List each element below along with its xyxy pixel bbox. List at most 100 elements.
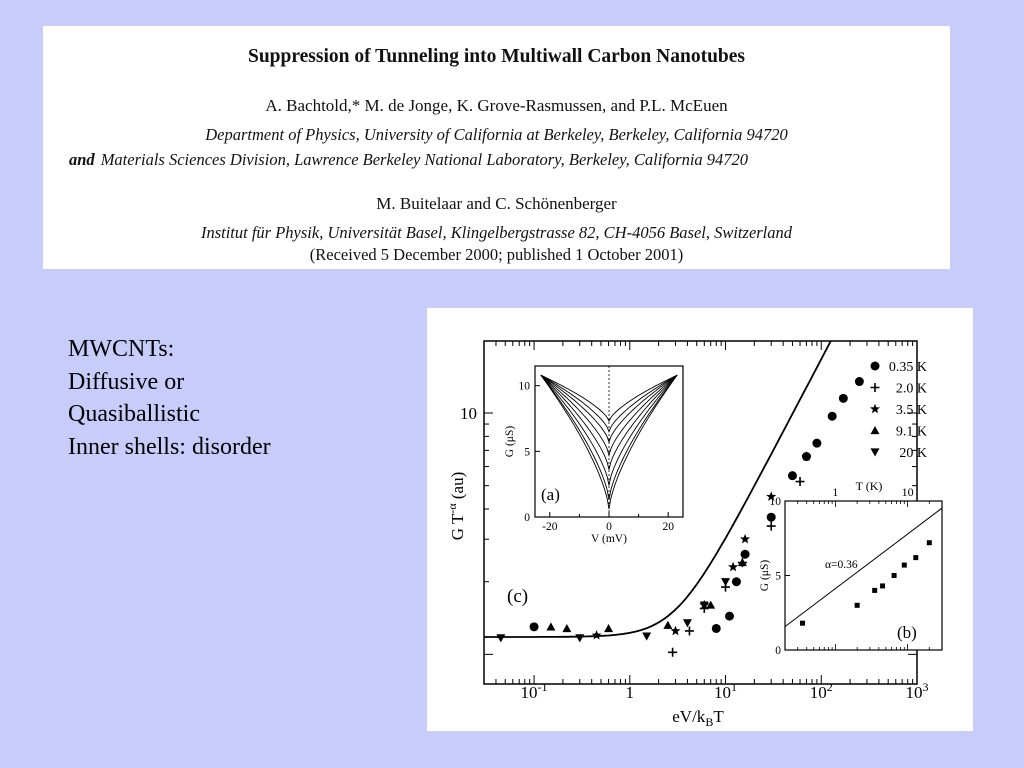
inset-b-y-tick-label: 0 [775,645,781,657]
panel-label-c: (c) [507,586,528,607]
data-point-star [766,491,777,501]
fit-curve [484,341,832,638]
inset-a-x-tick-label: 20 [662,521,674,533]
inset-b-annotation: α=0.36 [825,559,858,571]
x-tick-label: 103 [906,680,929,702]
legend-label: 9.1 K [896,425,927,440]
affiliation-and: and [69,150,95,169]
data-point-triangle-down [721,578,731,587]
inset-b-data-point [880,583,886,589]
legend-label: 2.0 K [896,382,927,397]
data-point-circle [766,512,776,522]
data-point-triangle-up [546,622,556,631]
inset-a-x-tick-label: -20 [542,521,558,533]
inset-b-data-point [800,620,806,626]
legend-marker-plus [870,383,880,392]
legend-marker-triangle-down [870,448,880,457]
inset-b-fit-line [784,507,943,628]
data-point-star [670,625,681,636]
x-tick-label: 101 [714,680,737,702]
data-point-triangle-down [642,632,652,641]
data-point-circle [724,611,734,621]
x-axis-label: eV/kBT [672,707,724,729]
data-point-plus [766,521,776,531]
inset-a-x-label: V (mV) [591,533,627,545]
panel-label-b: (b) [897,623,917,642]
bullet-line: Diffusive or [68,368,185,395]
inset-a-curve [540,374,678,457]
affiliation-lbnl-line: and Materials Sciences Division, Lawrence… [69,150,950,170]
paper-header: Suppression of Tunneling into Multiwall … [43,26,950,269]
paper-title: Suppression of Tunneling into Multiwall … [247,46,746,67]
legend-marker-star [869,403,881,414]
affiliation-lbnl: Materials Sciences Division, Lawrence Be… [100,150,749,169]
y-tick-label: 10 [460,404,477,423]
data-point-star [728,561,739,572]
inset-a-y-tick-label: 10 [519,381,531,393]
data-point-plus [684,626,694,636]
x-tick-label: 10-1 [521,680,548,702]
figure-panel: 10-1 1 101 102 103 10 eV/kBT G T-α (au) (c) 0.35 … [427,308,973,731]
data-point-triangle-up [604,623,614,633]
bullet-line: Inner shells: disorder [68,433,271,460]
data-point-star [591,629,602,640]
data-point-triangle-down [575,634,585,643]
inset-a-y-tick-label: 0 [524,512,530,524]
inset-b-data-point [913,555,919,561]
inset-a-curve [540,374,678,470]
data-point-triangle-down [496,634,506,643]
inset-b-data-point [891,573,897,578]
affiliation-berkeley: Department of Physics, University of Cal… [205,125,788,144]
inset-b-data-point [901,562,907,568]
inset-b-x-label: T (K) [856,479,883,493]
inset-a-curve [540,374,678,423]
legend-marker-triangle-up [870,426,880,435]
inset-a-x-tick-label: 0 [606,521,612,533]
x-tick-label: 102 [810,680,833,702]
legend-marker-circle [870,361,880,371]
inset-a-curve [540,374,678,486]
data-point-triangle-up [737,558,747,567]
inset-b-y-tick-label: 10 [770,496,782,508]
panel-label-a: (a) [541,485,560,504]
bullet-line: Quasiballistic [68,401,200,427]
data-point-circle [529,622,539,632]
author-list: A. Bachtold,* M. de Jonge, K. Grove-Rasm… [265,96,728,115]
inset-a-curve [540,374,678,500]
data-point-circle [812,438,822,448]
inset-a-curve [540,374,678,444]
data-point-circle [787,471,797,481]
data-point-triangle-up [706,600,716,609]
inset-b-data-point [872,587,878,593]
inset-b-x-tick-label: 1 [832,485,838,499]
inset-b-y-label: G (μS) [759,560,771,592]
slide-bullets: MWCNTs: Diffusive or Quasiballistic Inne… [68,333,271,463]
bullet-line: MWCNTs: [68,336,175,362]
inset-b-data-point [854,602,860,608]
legend-label: 3.5 K [896,403,927,418]
data-point-triangle-down [682,619,692,628]
inset-b-frame [784,500,943,651]
inset-a-y-label: G (μS) [504,426,516,458]
data-point-triangle-up [663,620,673,629]
data-point-triangle-down [699,601,709,610]
x-tick-label: 1 [626,683,635,702]
y-axis-label: G T-α (au) [445,472,467,541]
data-point-circle [711,623,721,633]
data-point-plus [795,477,805,487]
inset-b-y-tick-label: 5 [775,571,781,583]
data-point-circle [827,411,837,421]
legend-label: 0.35 K [889,360,927,375]
inset-a-curve [540,374,678,510]
author-list-basel: M. Buitelaar and C. Schönenberger [376,194,617,213]
data-point-circle [740,549,750,559]
data-point-triangle-up [562,623,572,633]
data-point-circle [854,377,864,387]
received-date: (Received 5 December 2000; published 1 O… [309,245,684,264]
data-point-circle [838,393,848,403]
inset-b-data-point [926,540,932,546]
data-point-star [740,533,751,544]
data-point-star [801,451,812,461]
affiliation-basel: Institut für Physik, Universität Basel, … [200,223,793,242]
